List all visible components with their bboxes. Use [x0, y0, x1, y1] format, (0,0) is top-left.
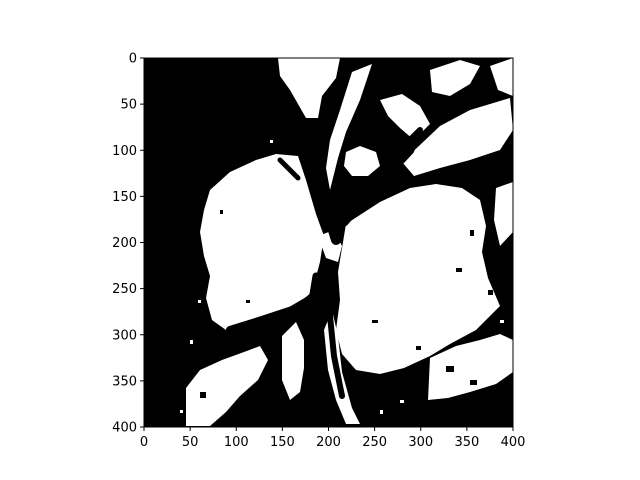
y-tick-label: 400	[112, 421, 137, 436]
mask-region-bottom-center-left	[282, 322, 304, 400]
mask-region-top-right-band	[402, 98, 513, 176]
mask-region-left-lobe	[200, 154, 324, 330]
vein-branch	[277, 157, 301, 181]
x-tick-label: 0	[140, 435, 148, 450]
binary-mask-image	[144, 58, 513, 427]
mask-region-center-blob	[344, 146, 380, 176]
vein-lower-center	[306, 272, 326, 427]
mask-white-speckles	[180, 140, 504, 414]
vein-lower-left	[226, 292, 320, 334]
y-tick-label: 300	[112, 328, 137, 343]
x-tick-label: 100	[224, 435, 249, 450]
y-tick-label: 200	[112, 236, 137, 251]
x-tick-label: 300	[408, 435, 433, 450]
mask-veins	[226, 121, 423, 427]
mask-region-upper-right-speckle-2	[490, 58, 513, 96]
x-tick-label: 350	[454, 435, 479, 450]
mask-region-top-center	[326, 64, 372, 190]
vein-main-right	[339, 145, 415, 227]
mask-region-right-edge	[494, 182, 513, 246]
y-axis: 0 50 100 150 200 250 300 350 400	[112, 52, 144, 436]
x-tick-label: 200	[316, 435, 341, 450]
vein-upper-right	[397, 127, 423, 153]
y-tick-label: 50	[120, 98, 137, 113]
y-tick-label: 250	[112, 282, 137, 297]
x-tick-label: 50	[182, 435, 199, 450]
x-tick-label: 150	[270, 435, 295, 450]
y-tick-label: 150	[112, 190, 137, 205]
y-tick-label: 350	[112, 374, 137, 389]
x-tick-label: 400	[501, 435, 526, 450]
x-axis: 0 50 100 150 200 250 300 350 400	[140, 427, 526, 450]
mask-region-right-lobe	[336, 184, 500, 374]
mask-speckles	[200, 210, 493, 398]
vein-main-left	[295, 121, 341, 245]
mask-region-bottom-left	[186, 346, 268, 426]
mask-region-top-left	[278, 58, 340, 118]
mask-region-upper-right-speckle	[430, 60, 480, 96]
y-tick-label: 0	[129, 52, 137, 67]
y-tick-label: 100	[112, 144, 137, 159]
x-tick-label: 250	[362, 435, 387, 450]
vein-lower-right	[327, 273, 345, 399]
